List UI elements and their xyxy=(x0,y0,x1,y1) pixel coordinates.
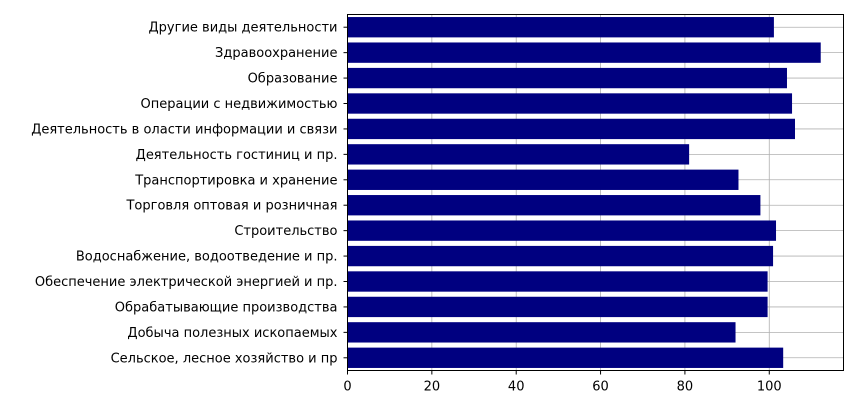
bar xyxy=(347,17,774,38)
bar xyxy=(347,220,777,241)
y-axis-ticks: Сельское, лесное хозяйство и пр Добыча по… xyxy=(31,21,348,366)
category-label: Здравоохранение xyxy=(215,46,337,61)
bar xyxy=(347,42,821,63)
category-label: Строительство xyxy=(234,224,337,239)
x-tick-label: 20 xyxy=(424,380,441,395)
bar xyxy=(347,296,768,318)
category-label: Операции с недвижимостью xyxy=(141,97,338,112)
category-label: Торговля оптовая и розничная xyxy=(125,199,337,214)
category-label: Водоснабжение, водоотведение и пр. xyxy=(76,250,338,265)
x-tick-label: 40 xyxy=(508,380,525,395)
bar xyxy=(347,93,793,114)
plot-frame xyxy=(347,14,844,371)
category-label: Деятельность гостиниц и пр. xyxy=(136,148,338,163)
x-tick-label: 0 xyxy=(343,380,351,395)
x-tick-label: 80 xyxy=(677,380,694,395)
category-label: Обрабатывающие производства xyxy=(115,300,338,315)
category-label: Образование xyxy=(248,72,338,87)
category-label: Обеспечение электрической энергией и пр. xyxy=(35,275,338,290)
bar xyxy=(347,195,761,216)
bar xyxy=(347,322,736,343)
bar xyxy=(347,118,795,140)
category-label: Другие виды деятельности xyxy=(149,21,338,36)
category-label: Транспортировка и хранение xyxy=(134,173,337,188)
category-label: Деятельность в оласти информации и связи xyxy=(31,122,337,137)
category-label: Добыча полезных ископаемых xyxy=(127,326,337,341)
bars-layer xyxy=(347,17,821,368)
bar xyxy=(347,67,787,89)
bar xyxy=(347,245,774,267)
bar xyxy=(347,169,739,190)
x-axis-ticks: 0 20 40 60 80 100 xyxy=(343,370,782,395)
bar xyxy=(347,347,784,368)
x-tick-label: 60 xyxy=(592,380,609,395)
category-label: Сельское, лесное хозяйство и пр xyxy=(111,351,338,366)
x-tick-label: 100 xyxy=(757,380,782,395)
bar xyxy=(347,144,690,165)
bar xyxy=(347,271,768,292)
